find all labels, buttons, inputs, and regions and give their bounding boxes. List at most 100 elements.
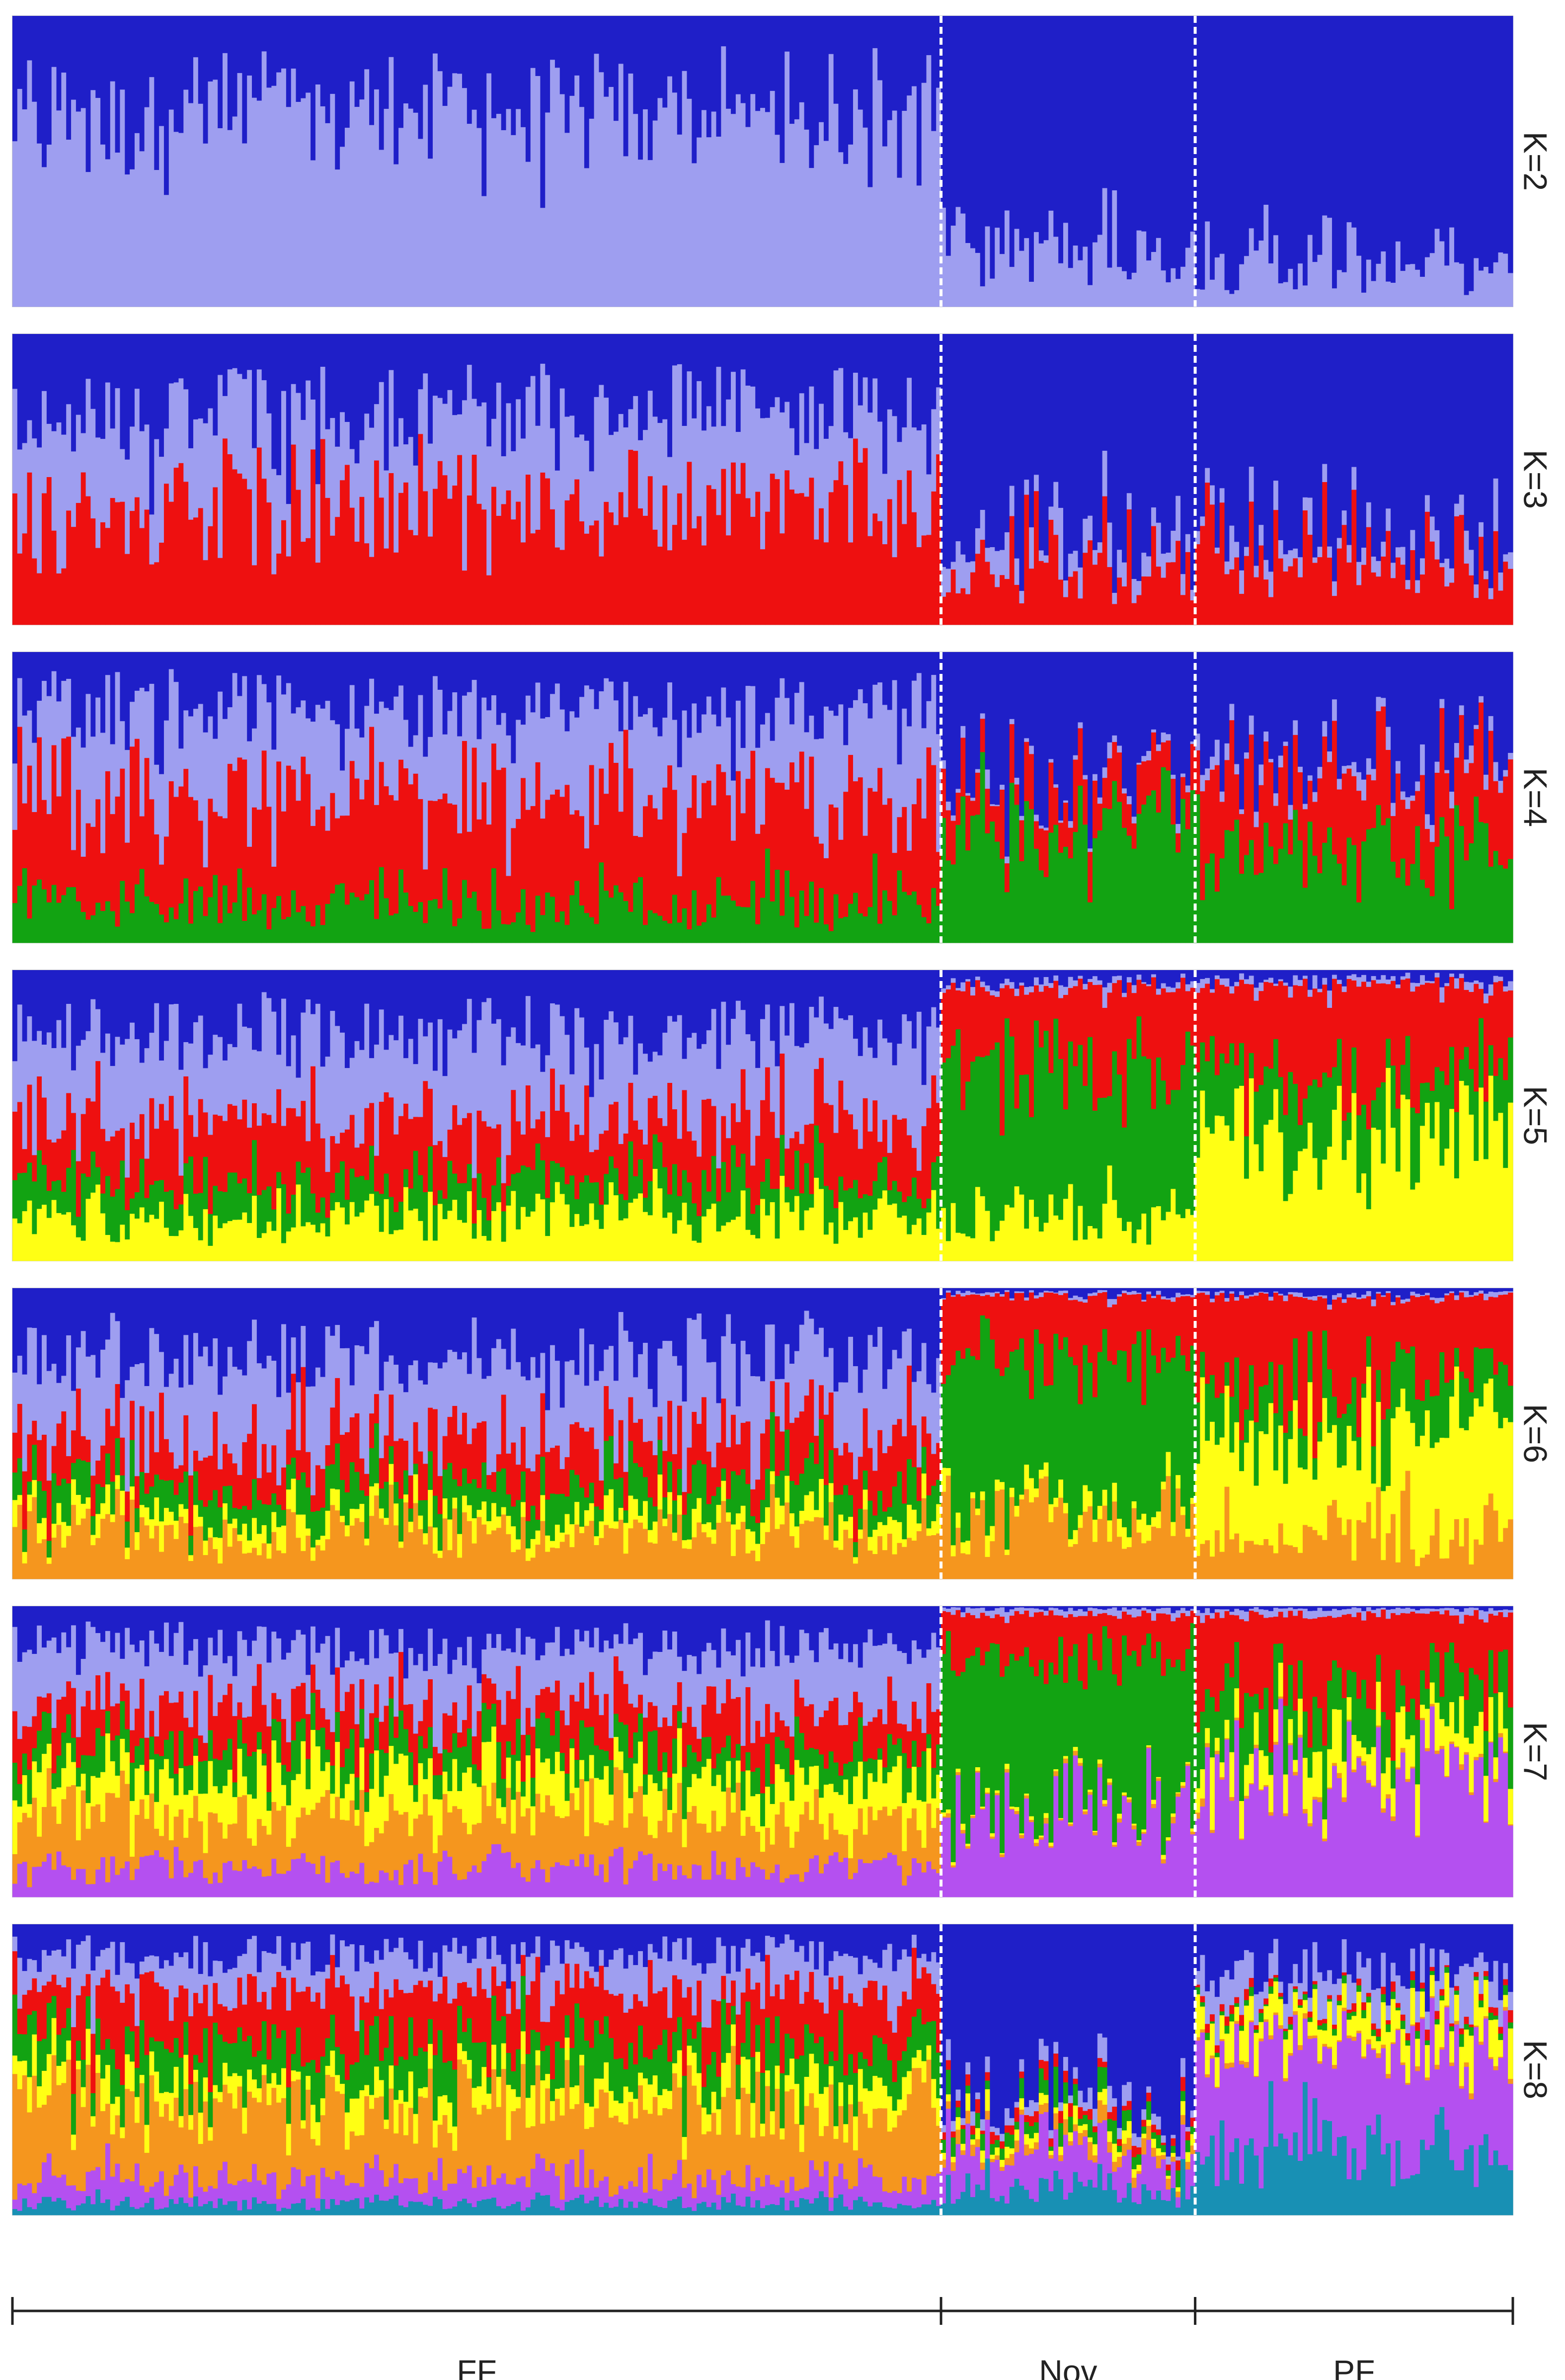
bar-segment-yellow bbox=[149, 1215, 155, 1261]
bar-segment-blue bbox=[1171, 334, 1176, 531]
bar-segment-green bbox=[828, 1190, 834, 1223]
bar-segment-yellow bbox=[569, 1227, 575, 1261]
bar-segment-orange bbox=[232, 1528, 238, 1579]
bar-segment-lavender bbox=[735, 1000, 741, 1123]
bar-segment-lavender bbox=[799, 1047, 805, 1145]
bar-segment-blue bbox=[1200, 652, 1205, 775]
bar-segment-red bbox=[85, 496, 91, 625]
bar-segment-red bbox=[105, 771, 111, 902]
bar-segment-yellow bbox=[252, 1518, 257, 1548]
bar-segment-red bbox=[867, 788, 873, 907]
bar-segment-green bbox=[1234, 820, 1240, 943]
bar-segment-lavender bbox=[1014, 229, 1020, 307]
bar-segment-lavender bbox=[95, 1009, 101, 1062]
bar-segment-lavender bbox=[642, 1054, 648, 1145]
bar-segment-lavender bbox=[173, 1358, 179, 1469]
bar-segment-lavender bbox=[780, 163, 785, 307]
bar-segment-blue bbox=[1469, 334, 1474, 550]
bar-segment-red bbox=[814, 1069, 819, 1126]
bar-segment-red bbox=[1444, 586, 1450, 625]
bar-segment-lavender bbox=[154, 170, 159, 307]
bar-segment-green bbox=[1107, 809, 1112, 943]
bar-segment-yellow bbox=[559, 1194, 565, 1261]
bar-segment-lavender bbox=[687, 1038, 692, 1132]
bar-segment-green bbox=[12, 1473, 18, 1500]
bar-segment-green bbox=[144, 1198, 150, 1223]
bar-segment-lavender bbox=[1088, 515, 1093, 541]
bar-segment-yellow bbox=[1122, 1231, 1127, 1261]
bar-segment-red bbox=[638, 837, 643, 878]
bar-segment-red bbox=[1117, 577, 1122, 625]
bar-segment-red bbox=[223, 438, 228, 625]
bar-segment-orange bbox=[340, 1522, 345, 1579]
bar-segment-lavender bbox=[1366, 758, 1372, 775]
bar-segment-lavender bbox=[1454, 262, 1460, 307]
bar-segment-red bbox=[907, 1135, 912, 1197]
bar-segment-red bbox=[1258, 545, 1264, 625]
bar-segment-lavender bbox=[437, 1019, 443, 1142]
bar-segment-lavender bbox=[1327, 218, 1332, 307]
bar-segment-green bbox=[716, 1201, 721, 1232]
bar-segment-lavender bbox=[1175, 279, 1181, 307]
bar-segment-green bbox=[501, 1211, 507, 1242]
bar-segment-lavender bbox=[892, 416, 898, 558]
bar-segment-lavender bbox=[823, 141, 829, 307]
bar-segment-yellow bbox=[374, 1483, 380, 1496]
bar-segment-lavender bbox=[227, 130, 233, 307]
bar-segment-lavender bbox=[271, 469, 277, 575]
bar-segment-blue bbox=[589, 970, 595, 1097]
bar-segment-green bbox=[628, 911, 633, 943]
bar-segment-blue bbox=[125, 970, 130, 1039]
bar-segment-red bbox=[1498, 981, 1503, 1059]
bar-segment-blue bbox=[1449, 16, 1455, 228]
bar-segment-red bbox=[110, 814, 116, 911]
bar-segment-red bbox=[765, 511, 771, 625]
bar-segment-yellow bbox=[589, 1203, 595, 1261]
bar-segment-blue bbox=[46, 334, 52, 424]
bar-segment-lavender bbox=[955, 541, 961, 594]
bar-segment-lavender bbox=[325, 429, 331, 498]
bar-segment-yellow bbox=[1102, 1204, 1108, 1261]
bar-segment-red bbox=[85, 823, 91, 920]
bar-segment-lavender bbox=[66, 1335, 72, 1457]
bar-segment-yellow bbox=[80, 1503, 86, 1519]
bar-segment-lavender bbox=[1000, 785, 1005, 790]
bar-segment-blue bbox=[1469, 652, 1474, 746]
bar-segment-lavender bbox=[364, 1003, 370, 1109]
bar-segment-blue bbox=[780, 970, 785, 1006]
bar-segment-blue bbox=[1161, 652, 1167, 733]
bar-segment-red bbox=[1239, 814, 1245, 874]
bar-segment-blue bbox=[1400, 652, 1406, 792]
bar-segment-lavender bbox=[990, 547, 995, 575]
bar-segment-lavender bbox=[1298, 557, 1303, 578]
bar-segment-lavender bbox=[1068, 268, 1074, 307]
bar-segment-green bbox=[408, 1188, 414, 1211]
bar-segment-green bbox=[301, 1172, 306, 1227]
bar-segment-blue bbox=[1180, 16, 1186, 267]
bar-segment-red bbox=[1298, 985, 1303, 1126]
bar-segment-yellow bbox=[247, 1540, 252, 1554]
bar-segment-yellow bbox=[1004, 1205, 1010, 1261]
bar-segment-red bbox=[1288, 820, 1293, 855]
bar-segment-blue bbox=[799, 334, 805, 394]
bar-segment-red bbox=[554, 789, 560, 922]
bar-segment-lavender bbox=[173, 132, 179, 307]
bar-segment-lavender bbox=[525, 1380, 531, 1469]
bar-segment-yellow bbox=[471, 1238, 477, 1261]
bar-segment-red bbox=[1185, 991, 1191, 1032]
bar-segment-red bbox=[770, 1112, 776, 1189]
bar-segment-yellow bbox=[223, 1223, 228, 1261]
bar-segment-green bbox=[247, 888, 252, 943]
bar-segment-lavender bbox=[340, 412, 345, 481]
bar-segment-red bbox=[203, 867, 209, 916]
bar-segment-lavender bbox=[1033, 815, 1039, 821]
bar-segment-green bbox=[1004, 892, 1010, 943]
bar-segment-lavender bbox=[1234, 764, 1240, 775]
bar-segment-red bbox=[418, 1451, 423, 1501]
bar-segment-blue bbox=[486, 16, 492, 74]
bar-segment-red bbox=[980, 540, 986, 625]
bar-segment-red bbox=[1508, 569, 1513, 625]
bar-segment-red bbox=[579, 816, 585, 906]
bar-segment-blue bbox=[467, 970, 472, 999]
bar-segment-lavender bbox=[379, 382, 385, 498]
